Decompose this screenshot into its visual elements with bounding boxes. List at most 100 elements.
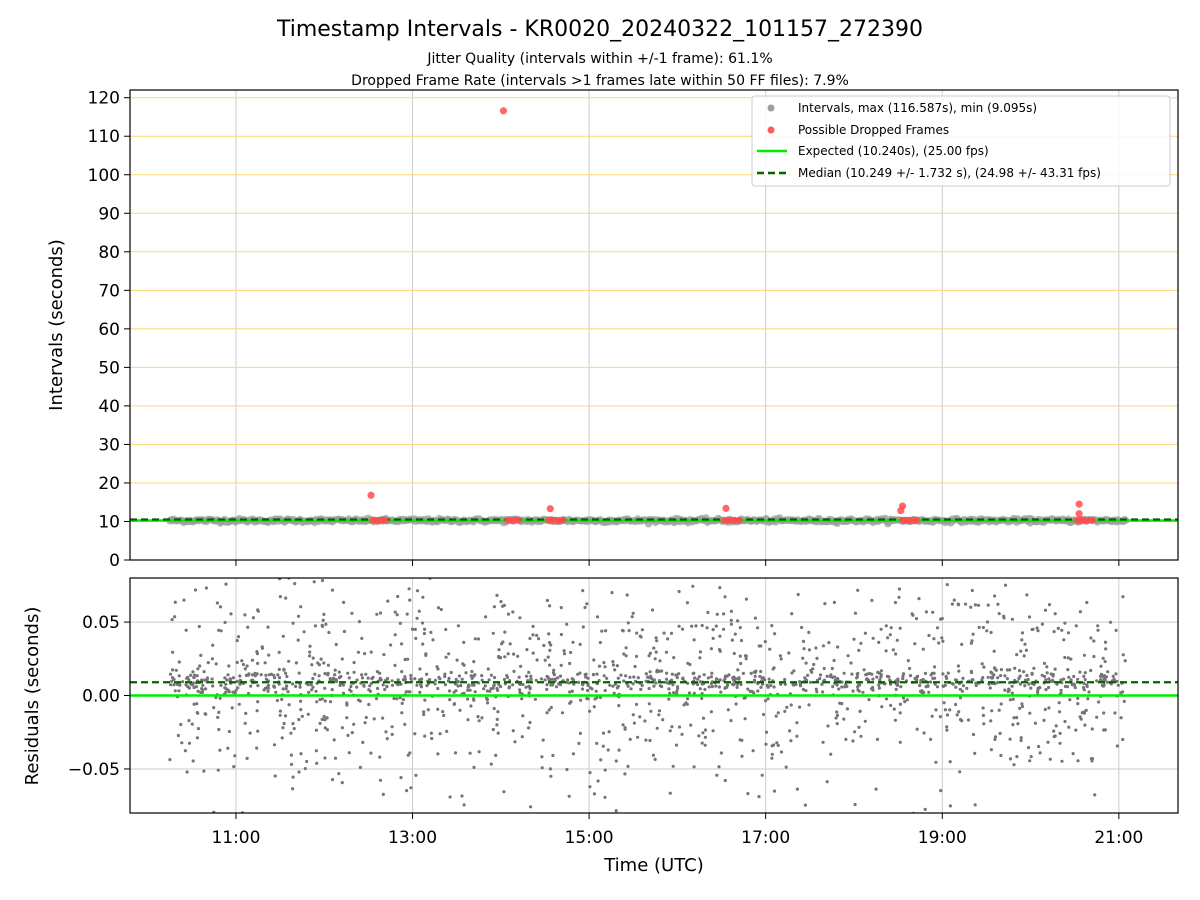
residual-point <box>612 691 616 695</box>
intervals-y-tick-label: 100 <box>88 166 120 186</box>
residual-point <box>458 708 462 712</box>
residual-point <box>382 653 386 657</box>
residual-point <box>476 715 480 719</box>
residual-point <box>1020 702 1024 706</box>
residual-point <box>989 630 993 635</box>
residual-point <box>723 778 727 783</box>
residual-point <box>966 718 971 722</box>
residual-point <box>718 678 722 682</box>
residual-point <box>957 710 961 714</box>
residual-point <box>409 786 413 790</box>
residual-point <box>472 660 476 664</box>
residual-point <box>895 681 899 685</box>
residual-point <box>965 686 969 691</box>
residual-point <box>752 678 757 682</box>
residual-point <box>643 719 647 723</box>
residual-point <box>540 887 543 890</box>
residual-point <box>729 618 733 623</box>
legend-dropped-marker-icon <box>767 126 775 134</box>
residual-point <box>323 672 327 676</box>
residual-point <box>529 677 533 681</box>
residual-point <box>851 689 855 693</box>
residual-point <box>863 631 868 635</box>
residual-point <box>460 794 464 798</box>
residual-point <box>425 672 429 676</box>
residual-point <box>278 595 282 599</box>
residual-point <box>892 707 896 711</box>
residual-point <box>227 690 231 694</box>
residual-point <box>906 659 910 663</box>
residual-point <box>443 672 447 676</box>
residual-point <box>230 706 234 710</box>
residual-point <box>466 688 470 692</box>
residual-point <box>893 718 898 722</box>
residual-point <box>990 709 994 713</box>
residual-point <box>966 567 969 570</box>
residual-point <box>496 710 500 714</box>
residual-point <box>842 671 846 675</box>
residual-point <box>187 719 191 723</box>
residual-point <box>1003 583 1008 587</box>
residual-point <box>698 656 702 660</box>
residual-point <box>956 602 960 606</box>
residual-point <box>691 584 695 588</box>
chart-subtitle-jitter: Jitter Quality (intervals within +/-1 fr… <box>426 51 772 67</box>
intervals-y-tick-label: 30 <box>98 435 120 455</box>
residual-point <box>324 622 328 626</box>
residual-point <box>357 620 361 624</box>
residual-point <box>945 676 949 681</box>
residual-point <box>767 677 771 681</box>
residual-point <box>753 616 758 620</box>
residual-point <box>212 706 216 710</box>
residual-point <box>201 688 205 692</box>
residual-point <box>945 725 949 729</box>
residual-point <box>210 657 214 661</box>
residual-point <box>264 686 268 691</box>
residual-point <box>1121 595 1125 599</box>
residual-point <box>982 722 986 726</box>
residual-point <box>651 753 656 757</box>
residual-point <box>856 683 861 687</box>
residual-point <box>426 708 430 712</box>
residual-point <box>414 636 418 641</box>
residual-point <box>714 677 719 681</box>
residual-point <box>756 689 760 693</box>
residual-point <box>511 652 516 656</box>
residual-point <box>407 587 411 591</box>
residual-point <box>779 750 784 754</box>
residual-point <box>1022 670 1026 674</box>
residual-point <box>421 642 425 646</box>
residual-point <box>485 701 490 705</box>
residual-point <box>1122 699 1126 704</box>
residual-point <box>580 687 585 691</box>
residual-point <box>457 674 461 678</box>
residual-point <box>889 703 893 708</box>
residual-point <box>289 731 293 735</box>
residual-point <box>945 728 949 732</box>
residual-point <box>602 661 606 665</box>
residual-point <box>600 629 604 633</box>
residual-point <box>539 677 544 681</box>
residual-point <box>652 684 656 688</box>
residual-point <box>443 674 447 679</box>
residual-point <box>322 714 326 719</box>
residual-point <box>1063 719 1067 724</box>
intervals-y-tick-label: 90 <box>98 204 120 224</box>
residual-point <box>1029 755 1033 759</box>
residual-point <box>172 683 176 687</box>
residual-point <box>522 546 525 549</box>
residual-point <box>964 602 968 606</box>
residual-point <box>692 638 696 642</box>
residual-point <box>948 708 952 712</box>
residual-point <box>961 684 966 688</box>
residual-point <box>503 630 507 634</box>
residual-point <box>913 676 917 681</box>
residual-point <box>671 683 675 687</box>
residual-point <box>918 683 922 688</box>
residual-point <box>187 678 191 682</box>
residual-point <box>677 624 681 628</box>
residual-point <box>578 642 582 647</box>
residual-point <box>545 687 549 692</box>
residual-point <box>743 717 747 721</box>
residual-point <box>626 684 630 688</box>
